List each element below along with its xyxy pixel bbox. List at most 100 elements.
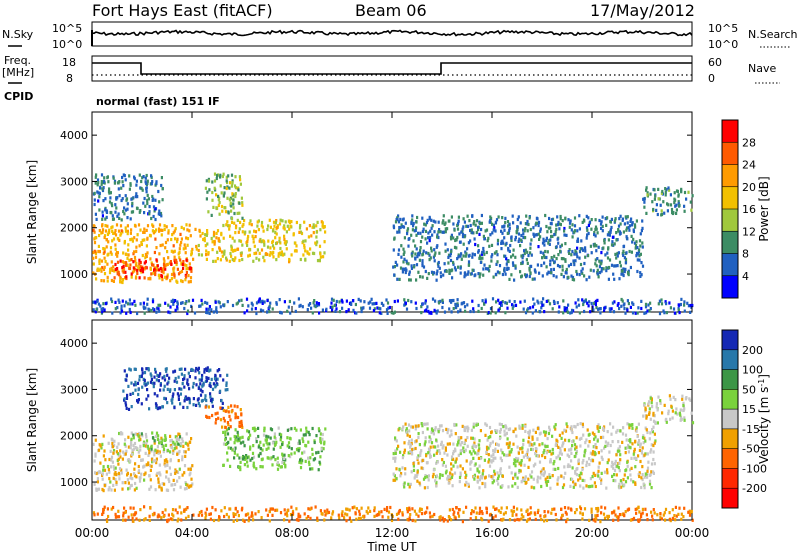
power-cell (174, 308, 177, 312)
velocity-cell (553, 459, 556, 464)
velocity-cell (346, 513, 349, 517)
time-tick-label: 12:00 (375, 526, 410, 540)
velocity-cell (519, 426, 522, 430)
velocity-cell (564, 510, 567, 514)
velocity-cell (106, 464, 110, 469)
velocity-cell (239, 460, 242, 464)
power-cell (114, 229, 117, 233)
velocity-cell (170, 483, 173, 487)
power-cell (585, 226, 589, 230)
velocity-cell (691, 421, 695, 425)
power-cell (170, 272, 174, 277)
velocity-cell (583, 450, 586, 454)
velocity-cell (266, 513, 269, 517)
power-cell (120, 198, 123, 203)
power-cell (690, 305, 693, 309)
velocity-cell (236, 405, 239, 409)
velocity-cell (116, 515, 119, 519)
power-cell (595, 264, 598, 268)
velocity-cell (222, 442, 226, 446)
power-cell (625, 251, 628, 255)
power-cell (111, 311, 114, 315)
velocity-cell (144, 444, 147, 448)
power-cell (491, 222, 494, 226)
power-cell (513, 300, 516, 304)
velocity-cell (112, 465, 115, 469)
velocity-cell (621, 432, 625, 436)
power-cell (520, 254, 523, 258)
power-cell (183, 306, 186, 311)
velocity-cell (533, 442, 536, 446)
velocity-cell (619, 453, 622, 457)
power-cell (97, 268, 100, 272)
power-cell (496, 242, 499, 246)
noise-panel: N.Sky 10^5 10^0 10^5 10^0 N.Search (2, 21, 798, 51)
power-cell (250, 223, 253, 227)
velocity-cell (180, 511, 183, 515)
power-cell (594, 227, 597, 231)
velocity-cell (208, 383, 211, 387)
velocity-cell (96, 512, 99, 516)
velocity-cell (108, 470, 111, 474)
velocity-cell (597, 469, 600, 473)
velocity-cell (641, 446, 644, 450)
velocity-cell (255, 467, 258, 471)
power-cell (238, 201, 241, 205)
velocity-cell (153, 392, 156, 396)
power-cell (219, 175, 222, 179)
velocity-cell (297, 441, 300, 445)
velocity-cell (627, 450, 630, 454)
velocity-cell (544, 445, 547, 449)
velocity-cell (528, 430, 531, 434)
power-cell (483, 237, 486, 241)
power-cell (532, 297, 535, 301)
power-cell (406, 232, 409, 236)
velocity-cell (148, 514, 151, 518)
velocity-cell (337, 513, 340, 517)
power-cell (157, 212, 160, 216)
power-cell (601, 224, 604, 228)
power-cell (117, 298, 120, 302)
velocity-cell (224, 430, 227, 434)
velocity-cell (413, 476, 416, 480)
velocity-cell (510, 509, 513, 513)
velocity-cell (608, 450, 611, 454)
velocity-cell (123, 452, 126, 457)
power-cell (626, 215, 629, 219)
power-cell (312, 301, 315, 305)
power-cell (142, 305, 145, 309)
velocity-cell (496, 471, 499, 475)
velocity-cell (353, 505, 356, 509)
velocity-cell (260, 458, 263, 462)
power-cell (154, 207, 157, 211)
velocity-cell (210, 377, 213, 381)
velocity-cell (417, 424, 420, 428)
power-cell (574, 259, 577, 263)
velocity-cell (304, 443, 307, 448)
velocity-cell (618, 482, 621, 486)
velocity-cell (270, 456, 273, 460)
velocity-cell (602, 426, 605, 430)
power-cell (134, 224, 137, 228)
power-cell (212, 310, 215, 314)
power-cell (98, 208, 101, 212)
power-cell (579, 247, 582, 251)
power-cell (93, 191, 96, 195)
velocity-region (392, 422, 657, 490)
velocity-cell (197, 386, 200, 390)
power-cell (211, 248, 214, 252)
velocity-colorbar-label: Velocity [m s-1] (757, 374, 772, 464)
velocity-cell (432, 445, 435, 449)
power-cell (158, 276, 161, 280)
velocity-cell (351, 506, 354, 510)
power-cell (229, 181, 232, 185)
velocity-cell (276, 461, 279, 465)
power-cell (553, 301, 556, 305)
power-cell (619, 231, 622, 235)
power-cell (173, 258, 176, 262)
power-cell (564, 258, 567, 262)
power-cell (513, 278, 516, 282)
power-colorbar-label: Power [dB] (757, 176, 771, 241)
velocity-cell (159, 388, 162, 392)
power-cell (564, 242, 567, 246)
